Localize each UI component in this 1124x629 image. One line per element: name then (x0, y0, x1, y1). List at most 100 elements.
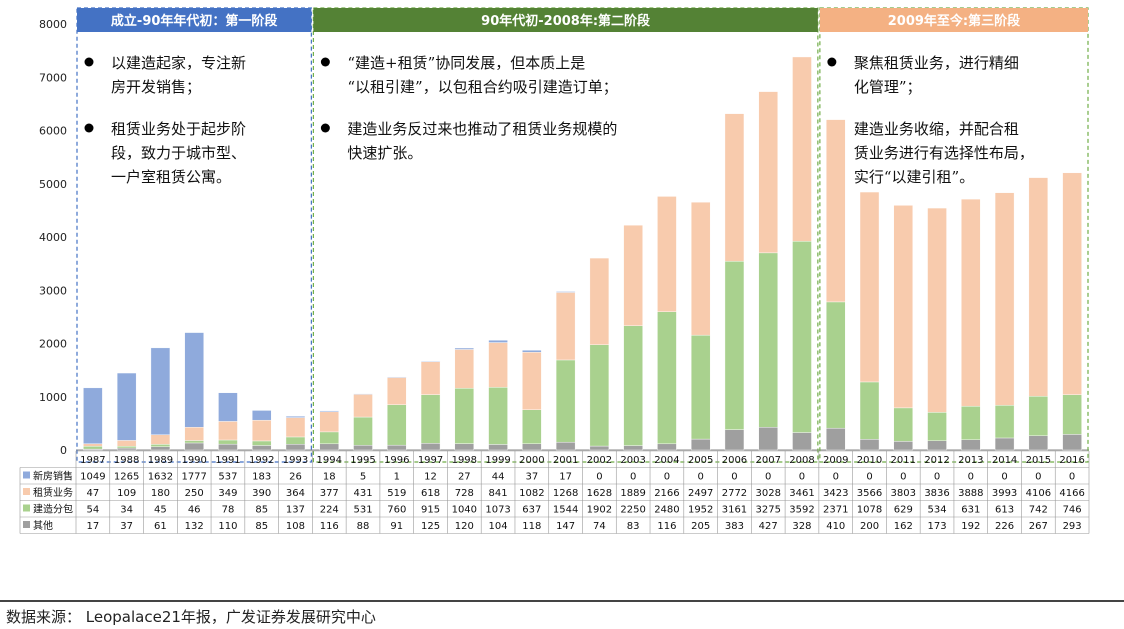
bullet-text: 建造业务收缩，并配合租 (854, 120, 1019, 138)
bar-segment (555, 441, 576, 451)
phase-title: 2009年至今:第三阶段 (888, 13, 1020, 29)
bullet-text: 赁业务进行有选择性布局， (854, 144, 1034, 162)
data-label: 1902 (587, 505, 612, 516)
bar-segment (319, 410, 339, 413)
x-tick-label: 1999 (485, 455, 510, 466)
bar-segment (454, 388, 475, 444)
bar-segment (859, 439, 880, 451)
data-label: 915 (421, 505, 440, 516)
bar-segment (623, 325, 643, 446)
data-label: 17 (87, 521, 100, 532)
data-label: 1628 (587, 488, 612, 499)
bullet-text: 化管理”； (854, 78, 922, 96)
x-tick-label: 1990 (181, 455, 206, 466)
data-label: 629 (894, 505, 913, 516)
data-label: 137 (286, 505, 305, 516)
data-label: 2480 (654, 505, 679, 516)
data-label: 91 (390, 521, 403, 532)
bar-segment (353, 393, 373, 395)
bar-segment (353, 416, 373, 446)
x-tick-label: 1992 (249, 455, 274, 466)
x-tick-label: 1991 (215, 455, 240, 466)
y-tick-label: 6000 (39, 125, 67, 138)
data-label: 192 (961, 521, 980, 532)
data-label: 631 (961, 505, 980, 516)
bar-segment (589, 445, 610, 451)
data-label: 5 (360, 472, 366, 483)
data-label: 0 (697, 472, 703, 483)
data-label: 88 (357, 521, 370, 532)
data-label: 0 (664, 472, 670, 483)
data-label: 37 (120, 521, 133, 532)
bar-segment (420, 360, 441, 362)
bar-segment (150, 444, 171, 447)
data-label: 0 (1001, 472, 1007, 483)
bullet-dot (84, 57, 94, 67)
bar-segment (961, 405, 981, 440)
bar-segment (555, 291, 576, 293)
data-label: 85 (255, 521, 268, 532)
x-tick-label: 1994 (317, 455, 342, 466)
data-label: 0 (1069, 472, 1075, 483)
legend-label: 建造分包 (33, 503, 73, 516)
bar-segment (387, 376, 407, 405)
data-label: 1 (394, 472, 400, 483)
data-label: 267 (1029, 521, 1048, 532)
data-label: 2371 (823, 505, 848, 516)
bar-segment (589, 257, 610, 345)
data-label: 3028 (755, 488, 780, 499)
bar-segment (150, 446, 171, 451)
bar-segment (83, 387, 103, 444)
data-label: 618 (421, 488, 440, 499)
bar-segment (724, 113, 745, 262)
data-label: 1952 (688, 505, 713, 516)
bar-segment (927, 207, 947, 413)
bar-segment (319, 443, 339, 451)
bullet-dot (320, 57, 330, 67)
data-label: 293 (1063, 521, 1082, 532)
phase-title-bar (819, 8, 1088, 32)
bar-segment (319, 431, 339, 445)
data-label: 3461 (789, 488, 814, 499)
bullet-text: 房开发销售； (111, 78, 201, 96)
bar-segment (184, 427, 204, 441)
data-label: 108 (286, 521, 305, 532)
y-tick-label: 7000 (39, 71, 67, 84)
bar-segment (285, 436, 306, 445)
data-label: 1265 (114, 472, 139, 483)
bar-segment (690, 438, 711, 451)
data-label: 746 (1063, 505, 1082, 516)
bar-segment (893, 407, 913, 442)
data-label: 0 (731, 472, 737, 483)
data-label: 3888 (958, 488, 983, 499)
bar-segment (792, 56, 812, 242)
y-tick-label: 2000 (39, 338, 67, 351)
data-label: 349 (218, 488, 237, 499)
data-label: 0 (1035, 472, 1041, 483)
data-label: 116 (320, 521, 339, 532)
x-tick-label: 2003 (620, 455, 645, 466)
data-label: 147 (556, 521, 575, 532)
data-label: 1632 (148, 472, 173, 483)
x-tick-label: 2016 (1059, 455, 1084, 466)
data-label: 742 (1029, 505, 1048, 516)
bar-segment (488, 444, 508, 451)
bar-segment (420, 361, 441, 395)
data-label: 173 (928, 521, 947, 532)
data-label: 3423 (823, 488, 848, 499)
bar-segment (859, 381, 880, 440)
x-tick-label: 1987 (80, 455, 105, 466)
data-label: 431 (353, 488, 372, 499)
data-label: 4166 (1059, 488, 1084, 499)
data-label: 2497 (688, 488, 713, 499)
data-label: 3836 (924, 488, 949, 499)
bar-segment (792, 432, 812, 451)
x-tick-label: 1988 (114, 455, 139, 466)
data-label: 3803 (891, 488, 916, 499)
bar-segment (994, 405, 1015, 439)
data-label: 377 (320, 488, 339, 499)
bar-segment (184, 332, 204, 428)
bar-segment (454, 443, 475, 451)
data-label: 328 (792, 521, 811, 532)
